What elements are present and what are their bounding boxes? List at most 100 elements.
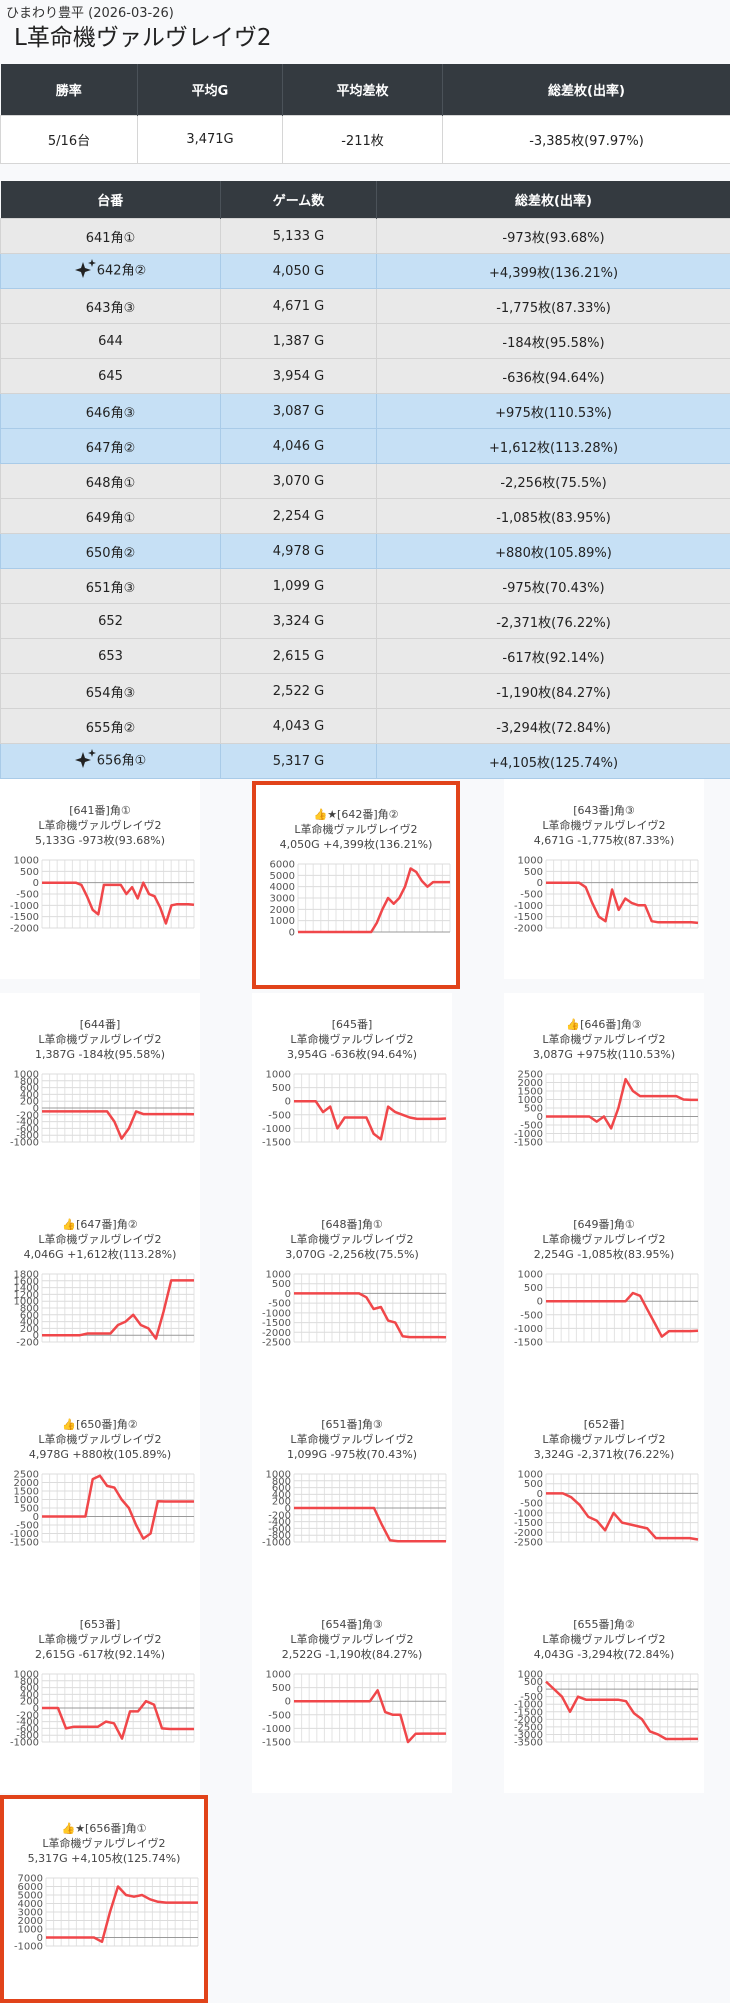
unit-diff: +880枚(105.89%) bbox=[377, 534, 730, 569]
unit-diff: +4,399枚(136.21%) bbox=[377, 254, 730, 289]
y-tick-label: 1000 bbox=[266, 1070, 291, 1081]
unit-number: 652 bbox=[98, 614, 123, 629]
unit-games: 4,046 G bbox=[221, 429, 377, 464]
chart-title: [648番]角① bbox=[252, 1193, 452, 1232]
chart-title: 👍[647番]角② bbox=[0, 1193, 200, 1232]
y-tick-label: 1000 bbox=[14, 856, 39, 867]
chart-subtitle: L革命機ヴァルヴレイヴ2 bbox=[252, 1232, 452, 1247]
y-tick-label: 2000 bbox=[270, 905, 295, 916]
chart-subtitle: L革命機ヴァルヴレイヴ2 bbox=[0, 1032, 200, 1047]
y-tick-label: -1000 bbox=[262, 1538, 291, 1549]
unit-games: 2,254 G bbox=[221, 499, 377, 534]
unit-number: 653 bbox=[98, 649, 123, 664]
unit-number: 648角① bbox=[86, 476, 135, 491]
unit-games: 4,050 G bbox=[221, 254, 377, 289]
unit-header-diff: 総差枚(出率) bbox=[377, 181, 730, 219]
y-tick-label: 0 bbox=[537, 878, 543, 889]
unit-number-cell: 652 bbox=[1, 604, 221, 639]
chart-caption: 2,522G -1,190枚(84.27%) bbox=[252, 1647, 452, 1662]
unit-number-cell: 651角③ bbox=[1, 569, 221, 604]
chart-caption: 1,099G -975枚(70.43%) bbox=[252, 1447, 452, 1462]
unit-games: 4,671 G bbox=[221, 289, 377, 324]
chart-subtitle: L革命機ヴァルヴレイヴ2 bbox=[504, 1032, 704, 1047]
unit-number-cell: 643角③ bbox=[1, 289, 221, 324]
summary-avg-games: 3,471G bbox=[138, 116, 283, 164]
y-tick-label: -1500 bbox=[514, 912, 543, 923]
y-tick-label: 500 bbox=[524, 1283, 543, 1294]
unit-number-cell: 656角① bbox=[1, 744, 221, 779]
y-tick-label: 3000 bbox=[270, 894, 295, 905]
unit-number: 655角② bbox=[86, 721, 135, 736]
summary-header-avg-games: 平均G bbox=[138, 64, 283, 116]
y-tick-label: -1000 bbox=[262, 1724, 291, 1735]
unit-diff: -636枚(94.64%) bbox=[377, 359, 730, 394]
chart-title: [645番] bbox=[252, 993, 452, 1032]
unit-number: 641角① bbox=[86, 231, 135, 246]
chart-title: [649番]角① bbox=[504, 1193, 704, 1232]
y-tick-label: -500 bbox=[520, 1310, 543, 1321]
chart-subtitle: L革命機ヴァルヴレイヴ2 bbox=[4, 1836, 204, 1851]
chart-subtitle: L革命機ヴァルヴレイヴ2 bbox=[504, 818, 704, 833]
chart-caption: 5,317G +4,105枚(125.74%) bbox=[4, 1851, 204, 1866]
y-tick-label: -500 bbox=[268, 1710, 291, 1721]
chart-subtitle: L革命機ヴァルヴレイヴ2 bbox=[504, 1232, 704, 1247]
chart-subtitle: L革命機ヴァルヴレイヴ2 bbox=[0, 1632, 200, 1647]
unit-number: 650角② bbox=[86, 546, 135, 561]
y-tick-label: 500 bbox=[272, 1083, 291, 1094]
y-tick-label: -1000 bbox=[10, 1738, 39, 1749]
unit-games: 5,133 G bbox=[221, 219, 377, 254]
page-title: L革命機ヴァルヴレイヴ2 bbox=[0, 18, 730, 64]
unit-header-row: 台番 ゲーム数 総差枚(出率) bbox=[1, 181, 730, 219]
y-tick-label: -2500 bbox=[514, 1538, 543, 1549]
chart-caption: 5,133G -973枚(93.68%) bbox=[0, 833, 200, 848]
chart-subtitle: L革命機ヴァルヴレイヴ2 bbox=[252, 1032, 452, 1047]
summary-avg-diff: -211枚 bbox=[283, 116, 443, 164]
unit-number: 654角③ bbox=[86, 686, 135, 701]
y-tick-label: -500 bbox=[268, 1110, 291, 1121]
y-tick-label: -2000 bbox=[10, 924, 39, 935]
chart-subtitle: L革命機ヴァルヴレイヴ2 bbox=[504, 1432, 704, 1447]
summary-winrate: 5/16台 bbox=[1, 116, 138, 164]
chart-subtitle: L革命機ヴァルヴレイヴ2 bbox=[0, 818, 200, 833]
